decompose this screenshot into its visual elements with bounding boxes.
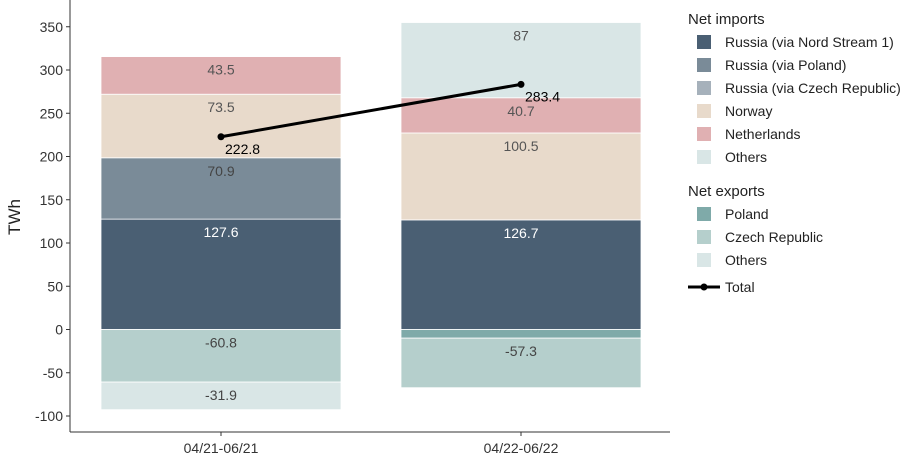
bar-segment-russia_ns1-0 bbox=[100, 218, 342, 330]
y-tick-label-3: 50 bbox=[47, 278, 63, 294]
legend-swatch-russia_cz bbox=[697, 81, 711, 95]
legend-swatch-norway bbox=[697, 104, 711, 118]
bar-segment-others_exp-0 bbox=[100, 381, 342, 411]
bar-label-others_imp-1: 87 bbox=[513, 28, 529, 44]
bar-label-others_exp-0: -31.9 bbox=[205, 387, 237, 403]
x-tick-label-1: 04/22-06/22 bbox=[484, 440, 559, 456]
legend-swatch-netherlands bbox=[697, 127, 711, 141]
bar-segment-russia_pl-0 bbox=[100, 157, 342, 220]
bar-label-netherlands-0: 43.5 bbox=[207, 62, 234, 78]
total-label-1: 283.4 bbox=[525, 88, 560, 104]
axes-layer: -100 -50 0 50 100 150 200 250 300 350 04/21-06/21 0… bbox=[5, 0, 670, 456]
total-label-0: 222.8 bbox=[225, 141, 260, 157]
bar-label-czech_exp-1: -57.3 bbox=[505, 343, 537, 359]
legend: Net imports Russia (via Nord Stream 1) Rus… bbox=[688, 11, 901, 295]
bar-label-netherlands-1: 40.7 bbox=[507, 103, 534, 119]
y-tick-label-0: -100 bbox=[35, 408, 63, 424]
legend-total-point bbox=[700, 283, 708, 291]
total-point-1 bbox=[517, 80, 525, 88]
bar-segment-norway-1 bbox=[400, 132, 642, 221]
legend-label-total: Total bbox=[725, 279, 755, 295]
legend-label-poland_exp: Poland bbox=[725, 206, 769, 222]
y-tick-label-9: 350 bbox=[40, 19, 64, 35]
y-tick-label-8: 300 bbox=[40, 62, 64, 78]
bar-segment-netherlands-0 bbox=[100, 56, 342, 95]
y-tick-label-1: -50 bbox=[43, 365, 63, 381]
x-tick-label-0: 04/21-06/21 bbox=[184, 440, 259, 456]
bars-layer bbox=[100, 22, 642, 411]
legend-label-norway: Norway bbox=[725, 103, 772, 119]
legend-label-others_imp: Others bbox=[725, 149, 767, 165]
legend-swatch-others_imp bbox=[697, 150, 711, 164]
y-tick-label-4: 100 bbox=[40, 235, 64, 251]
total-line bbox=[220, 82, 522, 139]
legend-group-title-0: Net imports bbox=[688, 11, 765, 28]
y-axis-title: TWh bbox=[5, 199, 24, 235]
bar-segment-poland_exp-1 bbox=[400, 329, 642, 339]
total-point-0 bbox=[217, 133, 225, 141]
legend-label-russia_pl: Russia (via Poland) bbox=[725, 57, 846, 73]
y-tick-label-7: 250 bbox=[40, 105, 64, 121]
legend-swatch-russia_pl bbox=[697, 58, 711, 72]
y-tick-label-6: 200 bbox=[40, 149, 64, 165]
legend-swatch-poland_exp bbox=[697, 207, 711, 221]
bar-segment-netherlands-1 bbox=[400, 97, 642, 134]
bar-label-russia_ns1-1: 126.7 bbox=[503, 225, 538, 241]
legend-swatch-czech_exp bbox=[697, 230, 711, 244]
y-tick-label-2: 0 bbox=[55, 322, 63, 338]
legend-label-russia_cz: Russia (via Czech Republic) bbox=[725, 80, 901, 96]
bar-label-czech_exp-0: -60.8 bbox=[205, 335, 237, 351]
legend-label-russia_ns1: Russia (via Nord Stream 1) bbox=[725, 34, 894, 50]
legend-label-czech_exp: Czech Republic bbox=[725, 229, 823, 245]
bar-labels-layer: 127.6 70.9 73.5 43.5 -60.8 -31.9 126.7 100.5 40.… bbox=[203, 28, 538, 404]
legend-group-title-1: Net exports bbox=[688, 183, 765, 200]
bar-label-norway-1: 100.5 bbox=[503, 138, 538, 154]
bar-segment-russia_ns1-1 bbox=[400, 219, 642, 330]
total-line-layer: 222.8 283.4 bbox=[217, 80, 560, 157]
bar-label-russia_ns1-0: 127.6 bbox=[203, 224, 238, 240]
bar-label-norway-0: 73.5 bbox=[207, 99, 234, 115]
y-tick-label-5: 150 bbox=[40, 192, 64, 208]
bar-segment-czech_exp-0 bbox=[100, 329, 342, 383]
bar-segment-czech_exp-1 bbox=[400, 337, 642, 389]
legend-label-others_exp: Others bbox=[725, 252, 767, 268]
legend-swatch-russia_ns1 bbox=[697, 35, 711, 49]
legend-swatch-others_exp bbox=[697, 253, 711, 267]
bar-label-russia_pl-0: 70.9 bbox=[207, 163, 234, 179]
legend-label-netherlands: Netherlands bbox=[725, 126, 801, 142]
